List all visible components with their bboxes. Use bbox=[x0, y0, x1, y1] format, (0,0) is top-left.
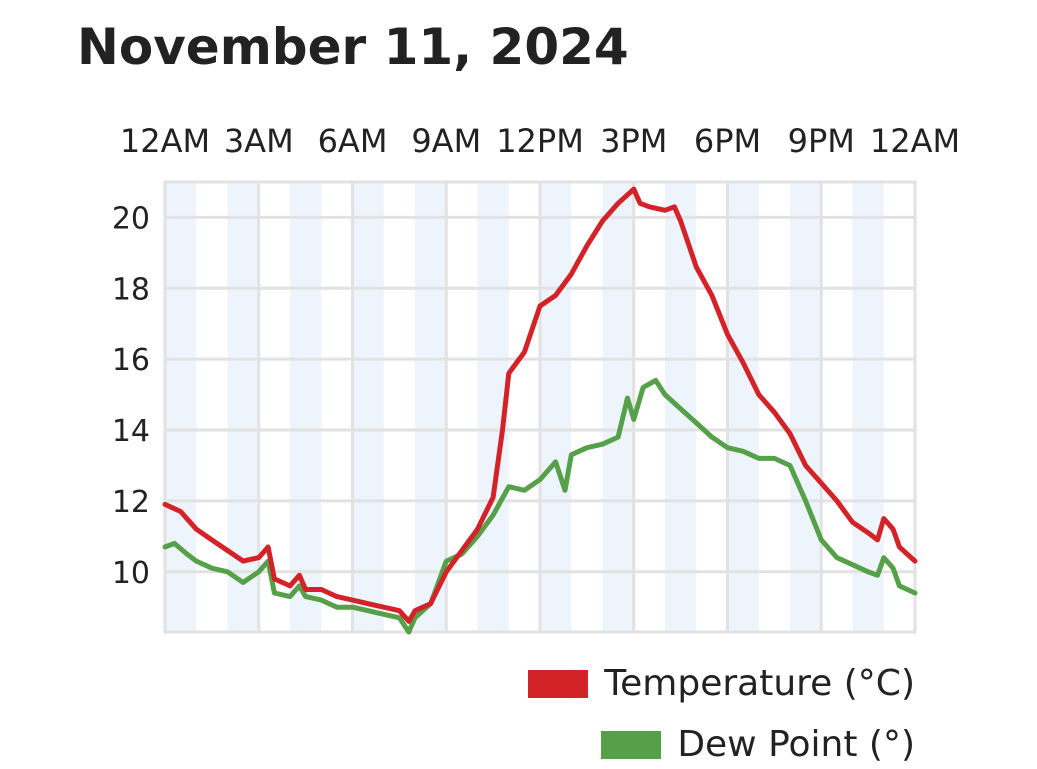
legend-swatch-temperature bbox=[528, 669, 589, 698]
plot-border bbox=[163, 180, 917, 634]
x-tick-label: 3PM bbox=[600, 122, 667, 160]
hour-band bbox=[415, 182, 447, 632]
hour-band bbox=[540, 182, 572, 632]
legend-item-dew-point: Dew Point (°) bbox=[601, 724, 915, 765]
legend-label-dew-point: Dew Point (°) bbox=[677, 724, 915, 765]
y-tick-label: 12 bbox=[112, 485, 150, 520]
y-tick-label: 20 bbox=[112, 201, 150, 236]
y-tick-label: 14 bbox=[112, 414, 150, 449]
x-tick-label: 12PM bbox=[496, 122, 584, 160]
y-tick-label: 10 bbox=[112, 556, 150, 591]
legend-swatch-dew-point bbox=[601, 730, 662, 759]
hour-band bbox=[852, 182, 884, 632]
x-tick-label: 9AM bbox=[411, 122, 481, 160]
x-tick-label: 9PM bbox=[788, 122, 855, 160]
x-tick-label: 12AM bbox=[120, 122, 210, 160]
legend-label-temperature: Temperature (°C) bbox=[604, 663, 915, 704]
x-tick-label: 3AM bbox=[224, 122, 294, 160]
x-tick-label: 12AM bbox=[870, 122, 960, 160]
y-tick-label: 16 bbox=[112, 343, 150, 378]
series-line-temperature bbox=[162, 186, 918, 624]
hour-band bbox=[727, 182, 759, 632]
hour-band bbox=[165, 182, 197, 632]
hour-band bbox=[290, 182, 322, 632]
x-tick-label: 6PM bbox=[694, 122, 761, 160]
hour-band bbox=[227, 182, 259, 632]
chart-title: November 11, 2024 bbox=[77, 18, 629, 76]
x-tick-label: 6AM bbox=[318, 122, 388, 160]
series-line-dew-point bbox=[162, 377, 918, 635]
hour-band bbox=[352, 182, 384, 632]
y-tick-label: 18 bbox=[112, 272, 150, 307]
hour-band bbox=[790, 182, 822, 632]
legend-item-temperature: Temperature (°C) bbox=[528, 663, 915, 704]
